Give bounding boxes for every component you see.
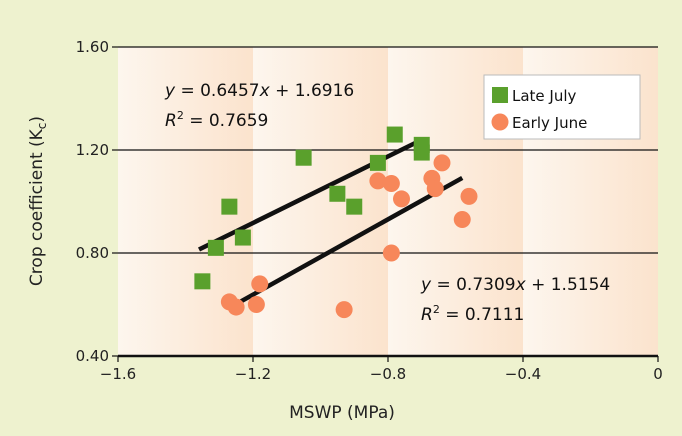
- point-late-july: [329, 185, 346, 202]
- point-early-june: [393, 190, 410, 208]
- point-late-july: [295, 149, 312, 166]
- y-tick-label: 1.20: [76, 141, 109, 159]
- x-tick-label: −1.2: [235, 365, 271, 383]
- point-early-june: [382, 174, 400, 192]
- x-axis-title: MSWP (MPa): [289, 403, 395, 423]
- fit-line-early-june: [235, 175, 464, 307]
- late-july-r2: R2 = 0.7659: [165, 109, 268, 131]
- point-early-june: [426, 180, 444, 198]
- x-axis-ticks: −1.6 −1.2 −0.8 −0.4 0: [100, 356, 663, 383]
- point-early-june: [433, 154, 451, 172]
- legend-marker-early-june: [491, 113, 509, 131]
- y-axis-title: Crop coefficient (Kc): [27, 116, 49, 286]
- background-band: [253, 47, 388, 356]
- legend-label-late-july: Late July: [512, 87, 577, 105]
- x-tick-label: −0.4: [505, 365, 541, 383]
- point-early-june: [460, 187, 478, 205]
- point-late-july: [386, 126, 403, 143]
- x-tick-label: −0.8: [370, 365, 406, 383]
- early-june-r2: R2 = 0.7111: [421, 303, 524, 325]
- y-tick-label: 0.40: [76, 347, 109, 365]
- point-early-june: [335, 301, 353, 319]
- point-late-july: [221, 198, 238, 215]
- point-late-july: [369, 154, 386, 171]
- early-june-equation: y = 0.7309x + 1.5154: [420, 275, 610, 295]
- legend-label-early-june: Early June: [512, 114, 587, 132]
- x-tick-label: 0: [653, 365, 663, 383]
- point-late-july: [194, 273, 211, 290]
- point-early-june: [247, 296, 265, 313]
- y-tick-label: 1.60: [76, 38, 109, 56]
- point-early-june: [251, 275, 269, 293]
- y-axis-ticks: 0.40 0.80 1.20 1.60: [76, 38, 118, 365]
- point-early-june: [227, 298, 245, 316]
- point-late-july: [413, 144, 430, 161]
- y-tick-label: 0.80: [76, 244, 109, 262]
- point-late-july: [346, 198, 363, 215]
- point-early-june: [382, 244, 400, 262]
- legend: Late July Early June: [483, 74, 641, 140]
- data-points: [194, 126, 478, 319]
- x-tick-label: −1.6: [100, 365, 136, 383]
- late-july-equation: y = 0.6457x + 1.6916: [164, 81, 354, 101]
- point-late-july: [234, 229, 251, 246]
- point-early-june: [369, 172, 387, 190]
- legend-marker-late-july: [492, 87, 508, 103]
- legend-box: [483, 74, 641, 140]
- point-early-june: [453, 211, 471, 229]
- point-late-july: [207, 239, 224, 256]
